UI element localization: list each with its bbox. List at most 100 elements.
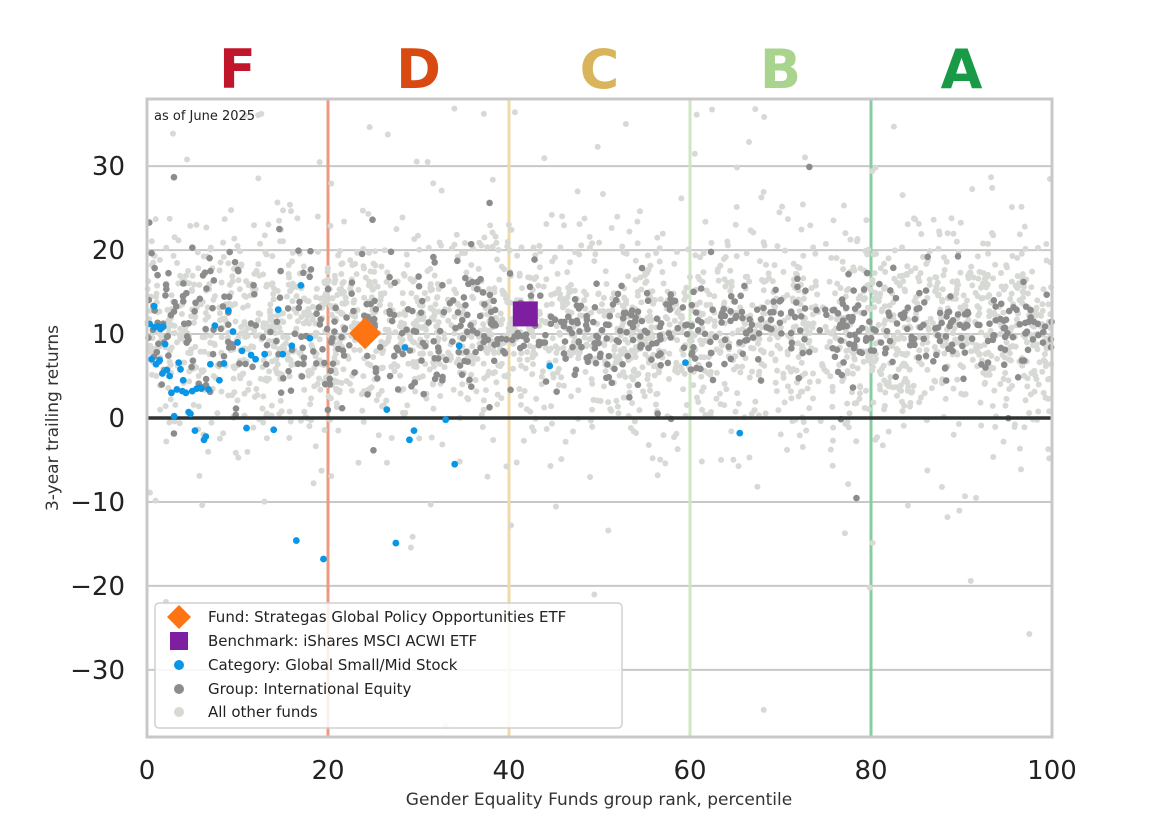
data-point <box>458 316 466 324</box>
data-point <box>709 376 717 384</box>
data-point <box>870 251 877 258</box>
data-point <box>569 343 576 351</box>
legend: Fund: Strategas Global Policy Opportunit… <box>154 602 623 729</box>
data-point <box>328 311 335 318</box>
data-point <box>705 361 713 368</box>
data-point <box>305 306 312 313</box>
data-point <box>649 455 656 462</box>
data-point <box>707 248 715 256</box>
data-point <box>270 291 277 298</box>
data-point <box>560 344 567 351</box>
data-point <box>733 312 740 320</box>
data-point <box>626 394 633 401</box>
data-point <box>960 292 967 299</box>
data-point <box>827 373 834 380</box>
data-point <box>870 296 877 303</box>
data-point <box>683 401 690 408</box>
data-point <box>303 297 310 304</box>
data-point <box>986 371 993 378</box>
data-point <box>903 325 911 333</box>
data-point <box>796 327 804 334</box>
data-point <box>626 382 633 389</box>
data-point <box>589 380 596 387</box>
data-point <box>851 400 858 407</box>
data-point <box>220 253 227 260</box>
data-point <box>152 497 159 504</box>
data-point <box>277 267 284 275</box>
data-point <box>567 259 574 266</box>
data-point <box>1033 341 1040 348</box>
legend-label: Category: Global Small/Mid Stock <box>208 656 458 674</box>
data-point <box>837 285 844 292</box>
data-point <box>259 405 266 412</box>
data-point <box>316 321 324 328</box>
data-point <box>992 303 999 310</box>
data-point <box>926 276 933 283</box>
x-tick-label: 0 <box>139 756 156 786</box>
data-point <box>875 298 882 305</box>
data-point <box>889 384 896 391</box>
data-point <box>902 352 909 359</box>
data-point <box>445 349 452 356</box>
data-point <box>967 577 974 584</box>
data-point <box>911 315 919 323</box>
data-point <box>185 268 192 275</box>
data-point <box>296 298 303 306</box>
data-point <box>875 322 882 329</box>
data-point <box>342 294 349 301</box>
data-point <box>792 323 799 330</box>
data-point <box>645 317 652 324</box>
data-point <box>725 343 732 351</box>
data-point <box>942 333 950 340</box>
data-point <box>806 378 813 385</box>
data-point <box>306 273 313 281</box>
data-point <box>680 351 687 358</box>
data-point <box>942 377 950 384</box>
data-point <box>642 336 649 343</box>
data-point <box>338 261 345 268</box>
data-point <box>321 427 328 434</box>
data-point <box>261 350 269 358</box>
data-point <box>360 245 367 252</box>
data-point <box>894 392 901 399</box>
data-point <box>787 329 795 337</box>
data-point <box>615 338 622 346</box>
data-point <box>283 293 290 300</box>
data-point <box>988 174 995 181</box>
data-point <box>781 399 788 406</box>
data-point <box>373 397 380 404</box>
data-point <box>788 339 796 347</box>
data-point <box>653 249 660 256</box>
data-point <box>470 295 477 302</box>
data-point <box>843 353 850 360</box>
data-point <box>272 365 279 372</box>
data-point <box>855 295 862 302</box>
data-point <box>862 387 869 394</box>
data-point <box>486 403 493 411</box>
data-point <box>821 306 829 314</box>
data-point <box>455 342 463 350</box>
data-point <box>560 322 568 330</box>
data-point <box>505 221 512 228</box>
data-point <box>864 282 871 289</box>
data-point <box>773 388 780 395</box>
data-point <box>211 340 218 347</box>
data-point <box>1039 307 1046 314</box>
data-point <box>418 297 426 305</box>
data-point <box>694 316 702 324</box>
data-point <box>481 301 488 308</box>
data-point <box>860 358 867 365</box>
data-point <box>634 240 641 247</box>
data-point <box>997 344 1005 352</box>
data-point <box>482 387 489 394</box>
data-point <box>385 337 392 344</box>
data-point <box>307 266 315 273</box>
data-point <box>1042 363 1049 370</box>
data-point <box>997 330 1004 337</box>
data-point <box>288 342 296 350</box>
data-point <box>808 285 815 292</box>
data-point <box>252 333 259 340</box>
data-point <box>976 351 983 358</box>
data-point <box>376 302 383 309</box>
data-point <box>806 337 813 344</box>
